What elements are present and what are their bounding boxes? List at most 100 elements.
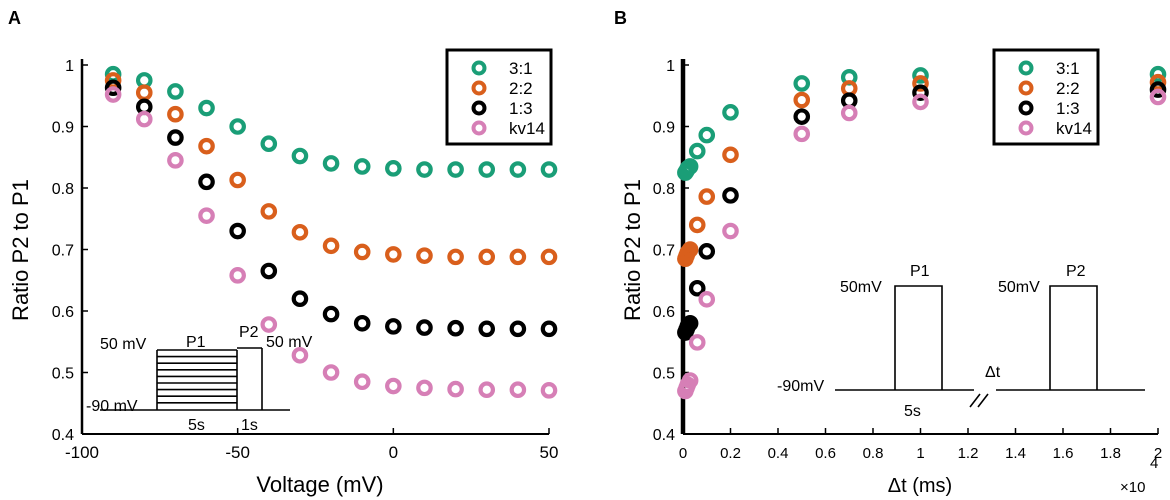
data-point-1-3 (229, 222, 246, 240)
data-point-2-2 (540, 248, 558, 266)
data-point-1-3 (385, 318, 402, 335)
data-point-1-3 (447, 319, 464, 337)
panel-a-legend-box (445, 48, 553, 146)
legend-marker (1018, 100, 1034, 116)
x-tick-label: -50 (225, 443, 250, 462)
panel-b-legend-box (992, 48, 1100, 146)
x-tick-label: 0.2 (720, 445, 741, 462)
panel-a-inset (100, 347, 290, 411)
data-point-1-3 (1149, 81, 1167, 98)
data-point-1-3 (688, 279, 706, 297)
data-point-1-3 (722, 187, 739, 204)
data-point-2-2 (509, 248, 527, 266)
inset-a-p2-duration: 1s (241, 417, 258, 434)
inset-b-break-1 (969, 393, 981, 408)
panel-b-inset (835, 285, 1145, 408)
data-point-1-3 (698, 243, 716, 260)
legend-label: 1:3 (1056, 99, 1080, 118)
panel-b-ylabel: Ratio P2 to P1 (620, 179, 645, 321)
data-point-1-3 (291, 290, 309, 307)
data-point-2-2 (698, 188, 716, 205)
inset-b-p2-pulse (1049, 285, 1098, 390)
data-point-3-1 (260, 135, 278, 153)
data-point-2-2 (681, 241, 699, 258)
data-point-2-2 (688, 216, 706, 234)
data-point-1-3 (416, 319, 433, 336)
panel-a-inset-labels: 50 mV -90 mV P1 P2 50 mV 5s 1s (86, 324, 313, 434)
inset-b-p1-pulse (894, 285, 943, 390)
legend-marker (471, 60, 487, 76)
data-point-2-2 (135, 84, 153, 101)
data-point-kv14 (478, 381, 496, 399)
x-tick-label: 1.4 (1005, 445, 1026, 462)
data-point-1-3 (912, 84, 929, 101)
data-point-kv14 (353, 373, 371, 391)
data-point-3-1 (722, 104, 739, 121)
legend-marker (1018, 120, 1034, 136)
legend-label: kv14 (1056, 119, 1092, 138)
legend-marker (1018, 80, 1034, 96)
data-point-kv14 (793, 125, 811, 143)
data-point-3-1 (322, 155, 340, 172)
data-point-3-1 (167, 83, 184, 100)
data-point-3-1 (353, 158, 371, 175)
legend-marker (471, 80, 487, 96)
data-point-1-3 (793, 108, 811, 125)
legend-label: 3:1 (1056, 59, 1080, 78)
data-point-kv14 (416, 379, 433, 397)
data-point-3-1 (1149, 65, 1167, 83)
data-point-2-2 (229, 171, 246, 189)
y-tick-label: 1 (65, 58, 74, 75)
data-point-3-1 (912, 67, 929, 84)
x-tick-label: 0.6 (815, 445, 836, 462)
panel-b-multiplier-base: ×10 (1120, 479, 1145, 496)
x-tick-label: 1 (916, 445, 924, 462)
panel-b-xlabel: Δt (ms) (888, 475, 952, 497)
inset-b-p1-voltage-label: 50mV (840, 279, 882, 296)
legend-label: 2:2 (509, 79, 533, 98)
data-point-2-2 (291, 223, 309, 241)
data-point-kv14 (1149, 88, 1167, 106)
legend-marker (471, 100, 487, 116)
data-point-2-2 (353, 243, 371, 261)
x-tick-label: 0 (389, 443, 398, 462)
y-tick-label: 0.7 (653, 243, 675, 260)
inset-b-p2-voltage-label: 50mV (998, 279, 1040, 296)
data-point-kv14 (447, 380, 464, 398)
data-point-3-1 (198, 99, 215, 117)
legend-marker (1018, 60, 1034, 76)
data-point-1-3 (104, 79, 122, 97)
panel-b-points (677, 65, 1167, 400)
inset-b-delta-label: Δt (985, 364, 1001, 381)
x-tick-label: 0.4 (768, 445, 789, 462)
x-tick-label: 0 (679, 445, 687, 462)
data-point-2-2 (912, 75, 929, 92)
data-point-2-2 (198, 137, 215, 155)
inset-a-p2-voltage-label: 50 mV (266, 334, 313, 351)
inset-b-baseline-label: -90mV (777, 378, 824, 395)
data-point-1-3 (167, 129, 184, 146)
y-tick-label: 0.7 (52, 243, 74, 260)
data-point-2-2 (322, 237, 340, 255)
data-point-kv14 (385, 377, 402, 395)
legend-label: 3:1 (509, 59, 533, 78)
panel-b-multiplier-exponent: 4 (1150, 455, 1158, 472)
y-tick-label: 0.4 (52, 427, 74, 444)
panel-b-multiplier: ×10 4 (1120, 455, 1158, 496)
inset-a-p1-label: P1 (186, 334, 206, 351)
data-point-1-3 (198, 173, 215, 191)
y-tick-label: 0.6 (653, 304, 675, 321)
data-point-2-2 (1149, 73, 1167, 91)
data-point-kv14 (135, 110, 153, 128)
panel-a-label: A (8, 8, 21, 28)
data-point-2-2 (793, 91, 811, 109)
panel-b: B Ratio P2 to P1 Δt (ms) ×10 4 0.4 0.5 0.6… (614, 8, 1167, 497)
data-point-3-1 (540, 161, 558, 178)
panel-b-ticks: 0.4 0.5 0.6 0.7 0.8 0.9 1 0 0.2 0.4 0.6 0.8 1 1.2 1.4 1… (653, 58, 1162, 462)
data-point-kv14 (509, 381, 527, 399)
panel-a-ylabel: Ratio P2 to P1 (8, 179, 33, 321)
